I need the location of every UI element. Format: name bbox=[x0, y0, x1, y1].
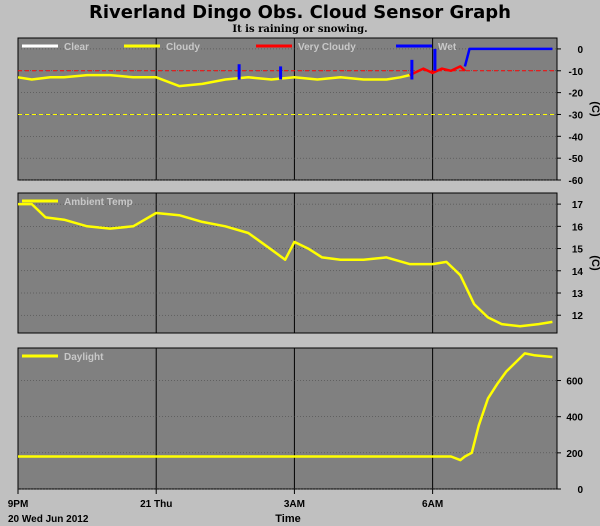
y-tick-label: 14 bbox=[572, 267, 584, 278]
series-line-cloudy bbox=[17, 73, 410, 88]
y-tick-label: 600 bbox=[566, 377, 583, 388]
plot-area bbox=[17, 192, 558, 334]
y-tick-label: -60 bbox=[569, 176, 584, 187]
y-tick-label: 12 bbox=[572, 311, 584, 322]
series-line-ambient-temp bbox=[18, 202, 553, 328]
plot-area bbox=[17, 37, 558, 181]
y-tick-label: -40 bbox=[569, 132, 584, 143]
plot-area bbox=[17, 347, 558, 490]
y-tick-label: -30 bbox=[569, 110, 584, 121]
y-tick-label: -20 bbox=[569, 89, 584, 100]
panel-daylight: 600 400 200 0 Daylight bbox=[17, 347, 583, 496]
y-tick-label: 13 bbox=[572, 289, 584, 300]
series-line-very-cloudy bbox=[409, 65, 466, 77]
y-tick-label: -10 bbox=[569, 67, 584, 78]
legend-label: Daylight bbox=[64, 352, 104, 363]
series-line-daylight bbox=[18, 352, 553, 462]
x-axis-label: Time bbox=[275, 513, 300, 525]
x-tick-label: 9PM bbox=[8, 499, 29, 510]
status-text: It is raining or snowing. bbox=[232, 24, 367, 35]
y-tick-label: 16 bbox=[572, 222, 584, 233]
series-line-wet bbox=[463, 47, 553, 67]
y-axis-label: (C) bbox=[589, 255, 600, 271]
panel-ambient-temperature: 17 16 15 14 13 12 (C) Ambient Temp bbox=[17, 192, 600, 334]
date-label: 20 Wed Jun 2012 bbox=[8, 514, 89, 525]
y-tick-label: 0 bbox=[577, 45, 583, 56]
panels: 0 -10 -20 -30 -40 -50 -60 (C) Clear Cloudy Very Cl… bbox=[17, 37, 600, 496]
legend-label: Cloudy bbox=[166, 42, 200, 53]
y-tick-label: 400 bbox=[566, 413, 583, 424]
y-axis-label: (C) bbox=[589, 101, 600, 117]
x-tick-label: 3AM bbox=[284, 499, 305, 510]
legend-label: Wet bbox=[438, 42, 457, 53]
panel-sky-temperature: 0 -10 -20 -30 -40 -50 -60 (C) Clear Cloudy Very Cl… bbox=[17, 37, 600, 187]
y-tick-label: 17 bbox=[572, 200, 584, 211]
y-tick-label: 15 bbox=[572, 245, 584, 256]
y-tick-label: 200 bbox=[566, 449, 583, 460]
x-axis: 9PM 21 Thu 3AM 6AM bbox=[8, 489, 443, 510]
legend-label: Clear bbox=[64, 42, 89, 53]
y-tick-label: 0 bbox=[577, 485, 583, 496]
legend-label: Very Cloudy bbox=[298, 42, 356, 53]
y-tick-label: -50 bbox=[569, 154, 584, 165]
chart-title: Riverland Dingo Obs. Cloud Sensor Graph bbox=[89, 2, 511, 23]
x-tick-label: 6AM bbox=[422, 499, 443, 510]
x-tick-label: 21 Thu bbox=[140, 499, 172, 510]
legend-label: Ambient Temp bbox=[64, 197, 133, 208]
